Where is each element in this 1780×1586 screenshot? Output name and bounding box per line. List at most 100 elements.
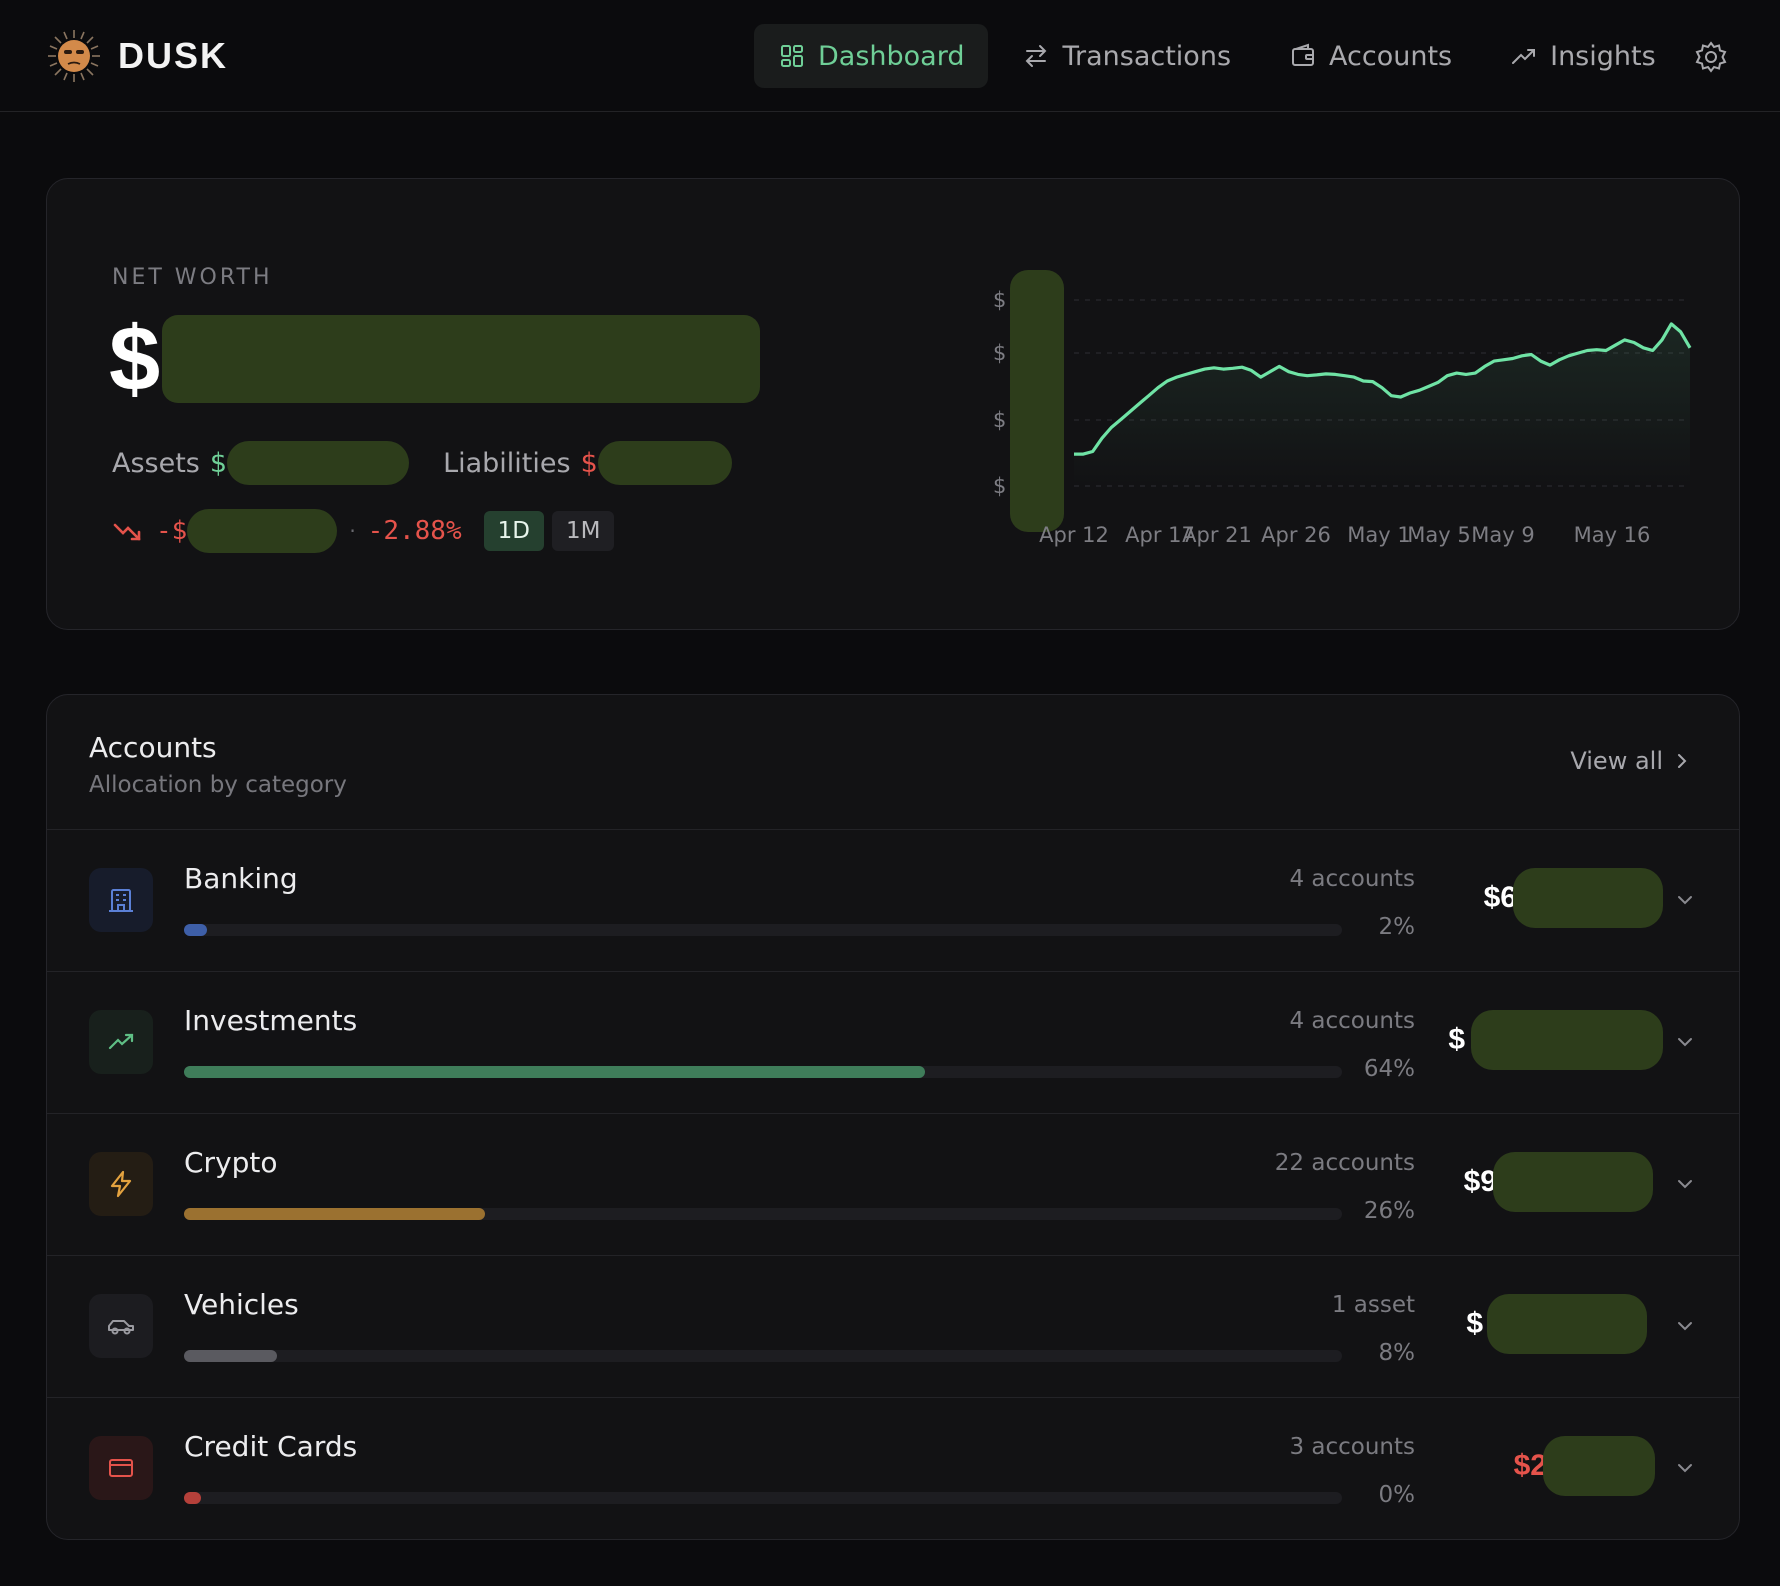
amount-prefix: $ xyxy=(1466,1307,1483,1340)
range-1d-button[interactable]: 1D xyxy=(483,511,544,551)
assets-liabilities: Assets $ Liabilities $ xyxy=(112,441,732,485)
category-row-crypto[interactable]: Crypto 22 accounts 26% $9 xyxy=(47,1113,1739,1255)
y-axis-redacted xyxy=(1010,270,1064,532)
change-amount-redacted xyxy=(187,509,338,553)
allocation-bar-fill xyxy=(184,1350,277,1362)
net-worth-currency: $ xyxy=(109,308,161,410)
accounts-subtitle: Allocation by category xyxy=(89,772,347,798)
y-tick-label: $ xyxy=(993,288,1006,312)
nav-accounts-label: Accounts xyxy=(1329,40,1453,72)
allocation-bar xyxy=(184,1350,1342,1362)
view-all-link[interactable]: View all xyxy=(1570,747,1693,775)
net-worth-card: NET WORTH $ Assets $ Liabilities $ -$ · … xyxy=(46,178,1740,630)
category-percent: 8% xyxy=(1378,1340,1416,1366)
category-percent: 0% xyxy=(1378,1482,1416,1508)
category-row-credit-cards[interactable]: Credit Cards 3 accounts 0% $2 xyxy=(47,1397,1739,1539)
amount-prefix: $9 xyxy=(1463,1165,1497,1198)
category-amount: $ xyxy=(1466,1294,1647,1354)
change-amount-prefix: -$ xyxy=(156,516,188,546)
bank-building-icon xyxy=(109,889,133,912)
x-tick-label: Apr 21 xyxy=(1182,523,1252,547)
gear-icon[interactable] xyxy=(1694,40,1728,74)
category-name: Credit Cards xyxy=(184,1430,358,1463)
nav-insights[interactable]: Insights xyxy=(1486,24,1680,88)
nav-accounts[interactable]: Accounts xyxy=(1265,24,1476,88)
amount-prefix: $2 xyxy=(1513,1449,1547,1482)
amount-redacted xyxy=(1487,1294,1647,1354)
liabilities-amount-redacted xyxy=(597,441,732,485)
net-worth-value: $ xyxy=(109,308,761,410)
x-tick-label: Apr 26 xyxy=(1261,523,1331,547)
category-name: Banking xyxy=(184,862,298,895)
category-percent: 26% xyxy=(1363,1198,1415,1224)
chevron-down-icon[interactable] xyxy=(1673,888,1697,912)
category-icon-tile xyxy=(89,1152,153,1216)
y-tick-label: $ xyxy=(993,341,1006,365)
category-percent: 2% xyxy=(1378,914,1416,940)
net-worth-label: NET WORTH xyxy=(112,265,273,290)
allocation-bar-fill xyxy=(184,1492,202,1504)
category-amount: $9 xyxy=(1464,1152,1653,1212)
brand[interactable]: DUSK xyxy=(46,28,228,84)
category-count: 22 accounts xyxy=(1274,1150,1415,1176)
trend-up-icon xyxy=(108,1033,134,1050)
category-count: 3 accounts xyxy=(1289,1434,1415,1460)
nav-transactions[interactable]: Transactions xyxy=(998,24,1255,88)
category-icon-tile xyxy=(89,1010,153,1074)
category-count: 4 accounts xyxy=(1289,1008,1415,1034)
category-icon-tile xyxy=(89,868,153,932)
brand-name: DUSK xyxy=(118,35,229,76)
nav-dashboard-label: Dashboard xyxy=(818,40,965,72)
range-1m-button[interactable]: 1M xyxy=(551,511,615,551)
amount-redacted xyxy=(1493,1152,1653,1212)
amount-redacted xyxy=(1513,868,1663,928)
dashboard-grid-icon xyxy=(778,42,806,70)
trend-up-icon xyxy=(1510,42,1538,70)
amount-prefix: $6 xyxy=(1483,881,1517,914)
sun-face-logo-icon xyxy=(48,30,100,82)
category-row-investments[interactable]: Investments 4 accounts 64% $ xyxy=(47,971,1739,1113)
liabilities-label: Liabilities xyxy=(443,447,571,479)
chart-area-fill xyxy=(1074,323,1690,486)
chart-series-line xyxy=(1074,322,1692,456)
allocation-bar xyxy=(184,924,1342,936)
chevron-down-icon[interactable] xyxy=(1673,1314,1697,1338)
x-tick-label: Apr 12 xyxy=(1039,523,1109,547)
x-tick-label: May 5 xyxy=(1407,523,1470,547)
view-all-label: View all xyxy=(1570,747,1663,775)
nav-transactions-label: Transactions xyxy=(1062,40,1232,72)
accounts-title: Accounts xyxy=(89,731,217,764)
category-icon-tile xyxy=(89,1436,153,1500)
allocation-bar xyxy=(184,1208,1342,1220)
chevron-down-icon[interactable] xyxy=(1673,1030,1697,1054)
category-percent: 64% xyxy=(1363,1056,1415,1082)
assets-currency: $ xyxy=(209,447,228,479)
x-tick-label: May 16 xyxy=(1574,523,1651,547)
lightning-icon xyxy=(110,1170,132,1198)
liabilities-currency: $ xyxy=(580,447,598,479)
nav-dashboard[interactable]: Dashboard xyxy=(754,24,989,88)
category-count: 1 asset xyxy=(1331,1292,1415,1318)
assets-amount-redacted xyxy=(227,441,410,485)
category-amount: $ xyxy=(1448,1010,1663,1070)
category-row-banking[interactable]: Banking 4 accounts 2% $6 xyxy=(47,829,1739,971)
net-worth-change: -$ · -2.88% 1D 1M xyxy=(112,509,615,553)
nav-insights-label: Insights xyxy=(1550,40,1656,72)
wallet-icon xyxy=(1289,42,1317,70)
amount-redacted xyxy=(1543,1436,1655,1496)
allocation-bar xyxy=(184,1066,1342,1078)
category-icon-tile xyxy=(89,1294,153,1358)
car-icon xyxy=(108,1320,134,1335)
change-percent: -2.88% xyxy=(367,516,462,546)
category-count: 4 accounts xyxy=(1289,866,1415,892)
category-amount: $2 xyxy=(1514,1436,1655,1496)
amount-prefix: $ xyxy=(1448,1023,1465,1056)
category-list: Banking 4 accounts 2% $6 Investments 4 a… xyxy=(47,829,1739,1539)
chevron-down-icon[interactable] xyxy=(1673,1172,1697,1196)
y-tick-label: $ xyxy=(993,474,1006,498)
amount-redacted xyxy=(1471,1010,1663,1070)
chevron-down-icon[interactable] xyxy=(1673,1456,1697,1480)
category-row-vehicles[interactable]: Vehicles 1 asset 8% $ xyxy=(47,1255,1739,1397)
allocation-bar xyxy=(184,1492,1342,1504)
